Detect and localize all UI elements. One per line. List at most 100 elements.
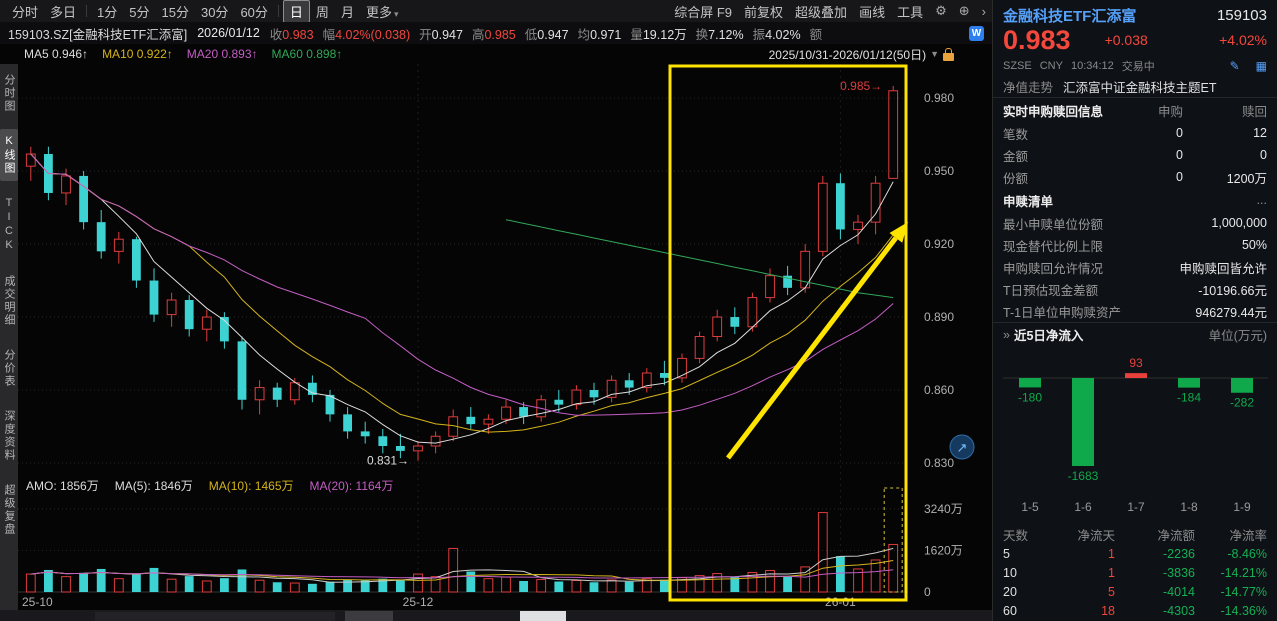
field-close: 收0.983 [269, 27, 314, 42]
volume-bar [413, 573, 423, 593]
table-row: 60 18 -4303 -14.36% [1003, 603, 1267, 618]
volume-bar [343, 579, 352, 592]
tab-1min[interactable]: 1分 [97, 4, 118, 20]
row-allow-status: 申购赎回允许情况 申购赎回皆允许 [1003, 261, 1267, 276]
lock-icon[interactable] [943, 47, 954, 61]
sidebar-item-intraday-chart[interactable]: 分时图 [3, 74, 15, 113]
taskbar-item[interactable] [95, 612, 335, 621]
candle [888, 90, 899, 179]
tab-more[interactable]: 更多 ▾ [365, 4, 399, 20]
volume-bar [571, 579, 582, 593]
volume-bar [641, 578, 652, 593]
sidebar-item-kline-chart[interactable]: K线图 [0, 129, 18, 181]
gear-icon[interactable]: ⚙ [935, 3, 947, 18]
volume-bar [747, 572, 758, 593]
menu-tools[interactable]: 工具 [897, 4, 924, 20]
menu-composite-screen[interactable]: 综合屏 F9 [674, 4, 733, 20]
y-axis-label: 0.830 [924, 456, 954, 470]
candlestick-chart-area[interactable]: 0.980 0.950 0.920 0.890 0.860 0.830 3240万 1620万… [18, 64, 992, 610]
symbol-label[interactable]: 159103.SZ[金融科技ETF汇添富] [8, 27, 188, 42]
volume-bar [853, 568, 863, 593]
candlestick-chart[interactable]: 0.980 0.950 0.920 0.890 0.860 0.830 3240万 1620万… [18, 64, 992, 610]
volume-bar [660, 579, 669, 592]
flow-bar [1178, 378, 1200, 388]
tab-60min[interactable]: 60分 [240, 4, 268, 20]
sidebar-item-price-table[interactable]: 分价表 [3, 349, 15, 388]
volume-bar [220, 578, 229, 592]
candle [25, 153, 36, 167]
tab-daily[interactable]: 日 [282, 0, 310, 23]
period-toolbar: 分时 多日 1分 5分 15分 30分 60分 日 周 月 更多 ▾ 综合屏 F9… [0, 0, 992, 23]
taskbar-item[interactable] [345, 611, 393, 621]
sidebar-item-depth-info[interactable]: 深度资料 [3, 410, 15, 462]
list-section-title: 申赎清单 [1003, 194, 1054, 209]
tab-multiday[interactable]: 多日 [50, 4, 77, 20]
chart-column: 分时 多日 1分 5分 15分 30分 60分 日 周 月 更多 ▾ 综合屏 F9… [0, 0, 992, 621]
vol-ma10-value: MA(10): 1465万 [208, 479, 294, 493]
y-axis-label: 0.980 [924, 91, 954, 105]
flow-date-label: 1-8 [1180, 500, 1198, 514]
flow-value-label: -180 [1018, 390, 1042, 404]
currency-label: CNY [1039, 60, 1063, 72]
candle [870, 182, 881, 223]
sidebar-item-super-replay[interactable]: 超级复盘 [3, 484, 15, 536]
expand-button[interactable]: ↗ [949, 434, 975, 460]
row-min-unit: 最小申赎单位份额 1,000,000 [1003, 216, 1267, 232]
candle [184, 300, 194, 330]
candle [536, 399, 547, 418]
tab-weekly[interactable]: 周 [315, 4, 329, 20]
volume-bar [360, 580, 370, 592]
flow-value-label: -282 [1230, 396, 1254, 410]
tab-5min[interactable]: 5分 [129, 4, 150, 20]
field-avg: 均0.971 [577, 27, 622, 42]
flow-bar [1072, 378, 1094, 466]
menu-super-overlay[interactable]: 超级叠加 [795, 4, 848, 20]
volume-bar [166, 578, 177, 593]
more-icon[interactable]: ... [1256, 193, 1267, 207]
candle [220, 317, 229, 342]
plus-icon[interactable]: ⊕ [958, 3, 970, 18]
menu-forward-adjust[interactable]: 前复权 [744, 4, 784, 20]
sidebar-item-tick[interactable]: TICK [3, 197, 15, 253]
tracked-index-name[interactable]: 汇添富中证金融科技主题ET [1063, 81, 1217, 95]
volume-bar [888, 543, 899, 593]
collapse-panel-icon[interactable]: › [981, 3, 986, 19]
candle [289, 382, 300, 401]
volume-bar [712, 573, 723, 593]
flow-value-label: 93 [1129, 356, 1143, 370]
candle [149, 280, 159, 315]
nav-trend-label[interactable]: 净值走势 [1003, 81, 1054, 95]
date-range-selector[interactable]: 2025/10/31-2026/01/12(50日) [768, 47, 927, 62]
flow-date-label: 1-7 [1127, 500, 1145, 514]
chevron-icon[interactable]: » [1003, 327, 1010, 342]
wps-icon[interactable]: W [969, 25, 984, 41]
candle [378, 436, 388, 446]
tab-intraday[interactable]: 分时 [12, 4, 39, 20]
taskbar-strip [0, 610, 992, 621]
tab-15min[interactable]: 15分 [161, 4, 189, 20]
chevron-down-icon[interactable]: ▼ [930, 49, 939, 59]
bar-date: 2026/01/12 [197, 26, 260, 40]
volume-bar [817, 512, 828, 593]
candle [96, 222, 106, 252]
volume-bar [536, 578, 547, 593]
volume-bar [25, 573, 36, 593]
amo-value: AMO: 1856万 [26, 479, 99, 493]
taskbar-item[interactable] [520, 611, 566, 621]
tab-monthly[interactable]: 月 [340, 4, 354, 20]
candle [624, 380, 634, 388]
board-icon[interactable]: ▦ [1255, 59, 1267, 73]
x-axis-label: 26-01 [825, 595, 856, 609]
edit-icon[interactable]: ✎ [1229, 59, 1240, 73]
tab-30min[interactable]: 30分 [200, 4, 229, 20]
menu-draw-line[interactable]: 画线 [859, 4, 886, 20]
flow-date-label: 1-6 [1074, 500, 1092, 514]
fund-name[interactable]: 金融科技ETF汇添富 [1003, 7, 1137, 25]
volume-bar [44, 569, 53, 592]
vol-axis-label: 0 [924, 585, 931, 599]
field-high: 高0.985 [471, 27, 516, 42]
sidebar-item-trade-detail[interactable]: 成交明细 [3, 275, 15, 327]
vol-ma20-value: MA(20): 1164万 [309, 479, 394, 493]
volume-bar [378, 578, 388, 592]
